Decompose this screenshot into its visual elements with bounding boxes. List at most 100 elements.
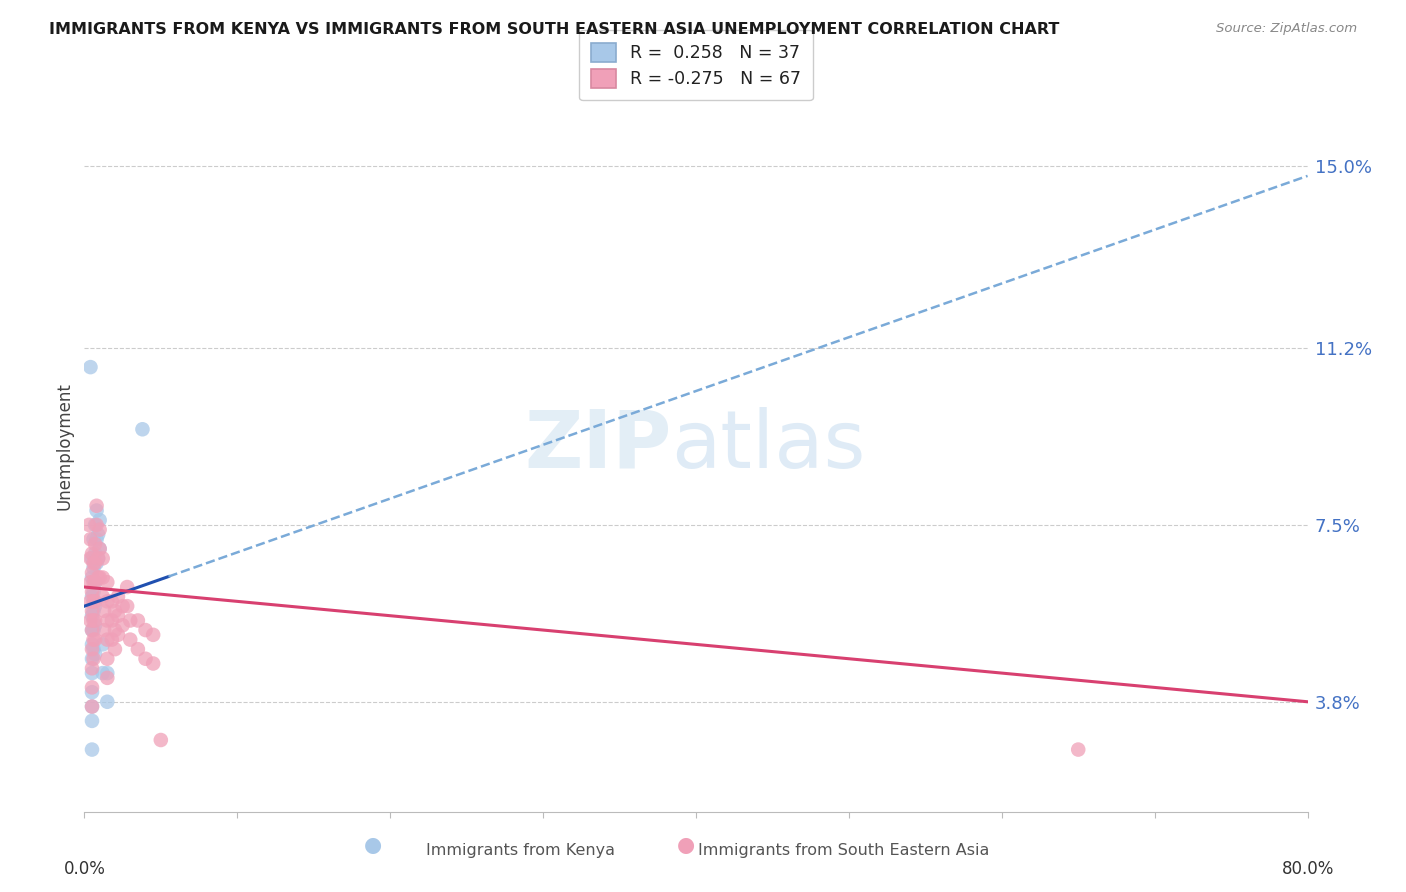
- Point: [79, 614, 101, 628]
- Point: [96, 614, 118, 628]
- Point: [135, 623, 157, 637]
- Text: Immigrants from South Eastern Asia: Immigrants from South Eastern Asia: [697, 843, 990, 858]
- Point: [84, 575, 107, 590]
- Point: [104, 623, 127, 637]
- Text: ZIP: ZIP: [524, 407, 672, 485]
- Point: [107, 628, 129, 642]
- Point: [131, 422, 153, 436]
- Point: [115, 580, 138, 594]
- Point: [84, 556, 107, 570]
- Point: [107, 608, 129, 623]
- Point: [89, 523, 111, 537]
- Point: [127, 642, 149, 657]
- Point: [80, 566, 103, 580]
- Point: [142, 628, 165, 642]
- Point: [149, 733, 172, 747]
- Point: [107, 590, 129, 604]
- Point: [83, 642, 105, 657]
- Point: [101, 614, 124, 628]
- Point: [83, 556, 105, 570]
- Point: [80, 685, 103, 699]
- Point: [91, 590, 114, 604]
- Point: [142, 657, 165, 671]
- Point: [83, 623, 105, 637]
- Point: [80, 570, 103, 584]
- Legend: R =  0.258   N = 37, R = -0.275   N = 67: R = 0.258 N = 37, R = -0.275 N = 67: [579, 30, 813, 100]
- Point: [83, 584, 105, 599]
- Point: [87, 551, 110, 566]
- Point: [83, 533, 105, 547]
- Point: [80, 623, 103, 637]
- Point: [89, 541, 111, 556]
- Point: [80, 547, 103, 561]
- Point: [96, 594, 118, 608]
- Point: [80, 642, 103, 657]
- Point: [80, 714, 103, 728]
- Point: [84, 632, 107, 647]
- Text: Immigrants from Kenya: Immigrants from Kenya: [426, 843, 614, 858]
- Point: [127, 614, 149, 628]
- Point: [91, 666, 114, 681]
- Point: [91, 570, 114, 584]
- Point: [104, 604, 127, 618]
- Point: [120, 614, 142, 628]
- Point: [80, 661, 103, 675]
- Point: [79, 575, 101, 590]
- Text: Source: ZipAtlas.com: Source: ZipAtlas.com: [1216, 22, 1357, 36]
- Point: [83, 614, 105, 628]
- Point: [80, 551, 103, 566]
- Point: [91, 637, 114, 651]
- Point: [80, 699, 103, 714]
- Point: [111, 618, 134, 632]
- Point: [79, 533, 101, 547]
- Text: ●: ●: [364, 835, 381, 855]
- Text: 80.0%: 80.0%: [1281, 860, 1334, 878]
- Point: [80, 637, 103, 651]
- Point: [84, 594, 107, 608]
- Point: [84, 517, 107, 532]
- Point: [86, 556, 108, 570]
- Point: [83, 575, 105, 590]
- Text: atlas: atlas: [672, 407, 866, 485]
- Point: [89, 541, 111, 556]
- Point: [91, 551, 114, 566]
- Point: [96, 695, 118, 709]
- Point: [84, 547, 107, 561]
- Point: [80, 681, 103, 695]
- Point: [83, 651, 105, 665]
- Point: [115, 599, 138, 614]
- Point: [80, 623, 103, 637]
- Y-axis label: Unemployment: Unemployment: [55, 382, 73, 510]
- Point: [1067, 742, 1090, 756]
- Point: [93, 604, 115, 618]
- Point: [79, 360, 101, 375]
- Point: [96, 575, 118, 590]
- Point: [84, 614, 107, 628]
- Point: [87, 551, 110, 566]
- Point: [96, 632, 118, 647]
- Point: [96, 651, 118, 665]
- Point: [87, 527, 110, 541]
- Point: [84, 618, 107, 632]
- Point: [120, 632, 142, 647]
- Point: [86, 503, 108, 517]
- Point: [80, 584, 103, 599]
- Point: [80, 699, 103, 714]
- Point: [89, 570, 111, 584]
- Point: [84, 537, 107, 551]
- Point: [84, 575, 107, 590]
- Point: [83, 632, 105, 647]
- Point: [86, 533, 108, 547]
- Point: [104, 642, 127, 657]
- Text: ●: ●: [678, 835, 695, 855]
- Point: [83, 561, 105, 575]
- Point: [77, 517, 100, 532]
- Point: [101, 632, 124, 647]
- Point: [111, 599, 134, 614]
- Point: [86, 499, 108, 513]
- Point: [80, 604, 103, 618]
- Point: [80, 590, 103, 604]
- Point: [93, 623, 115, 637]
- Point: [80, 742, 103, 756]
- Point: [96, 666, 118, 681]
